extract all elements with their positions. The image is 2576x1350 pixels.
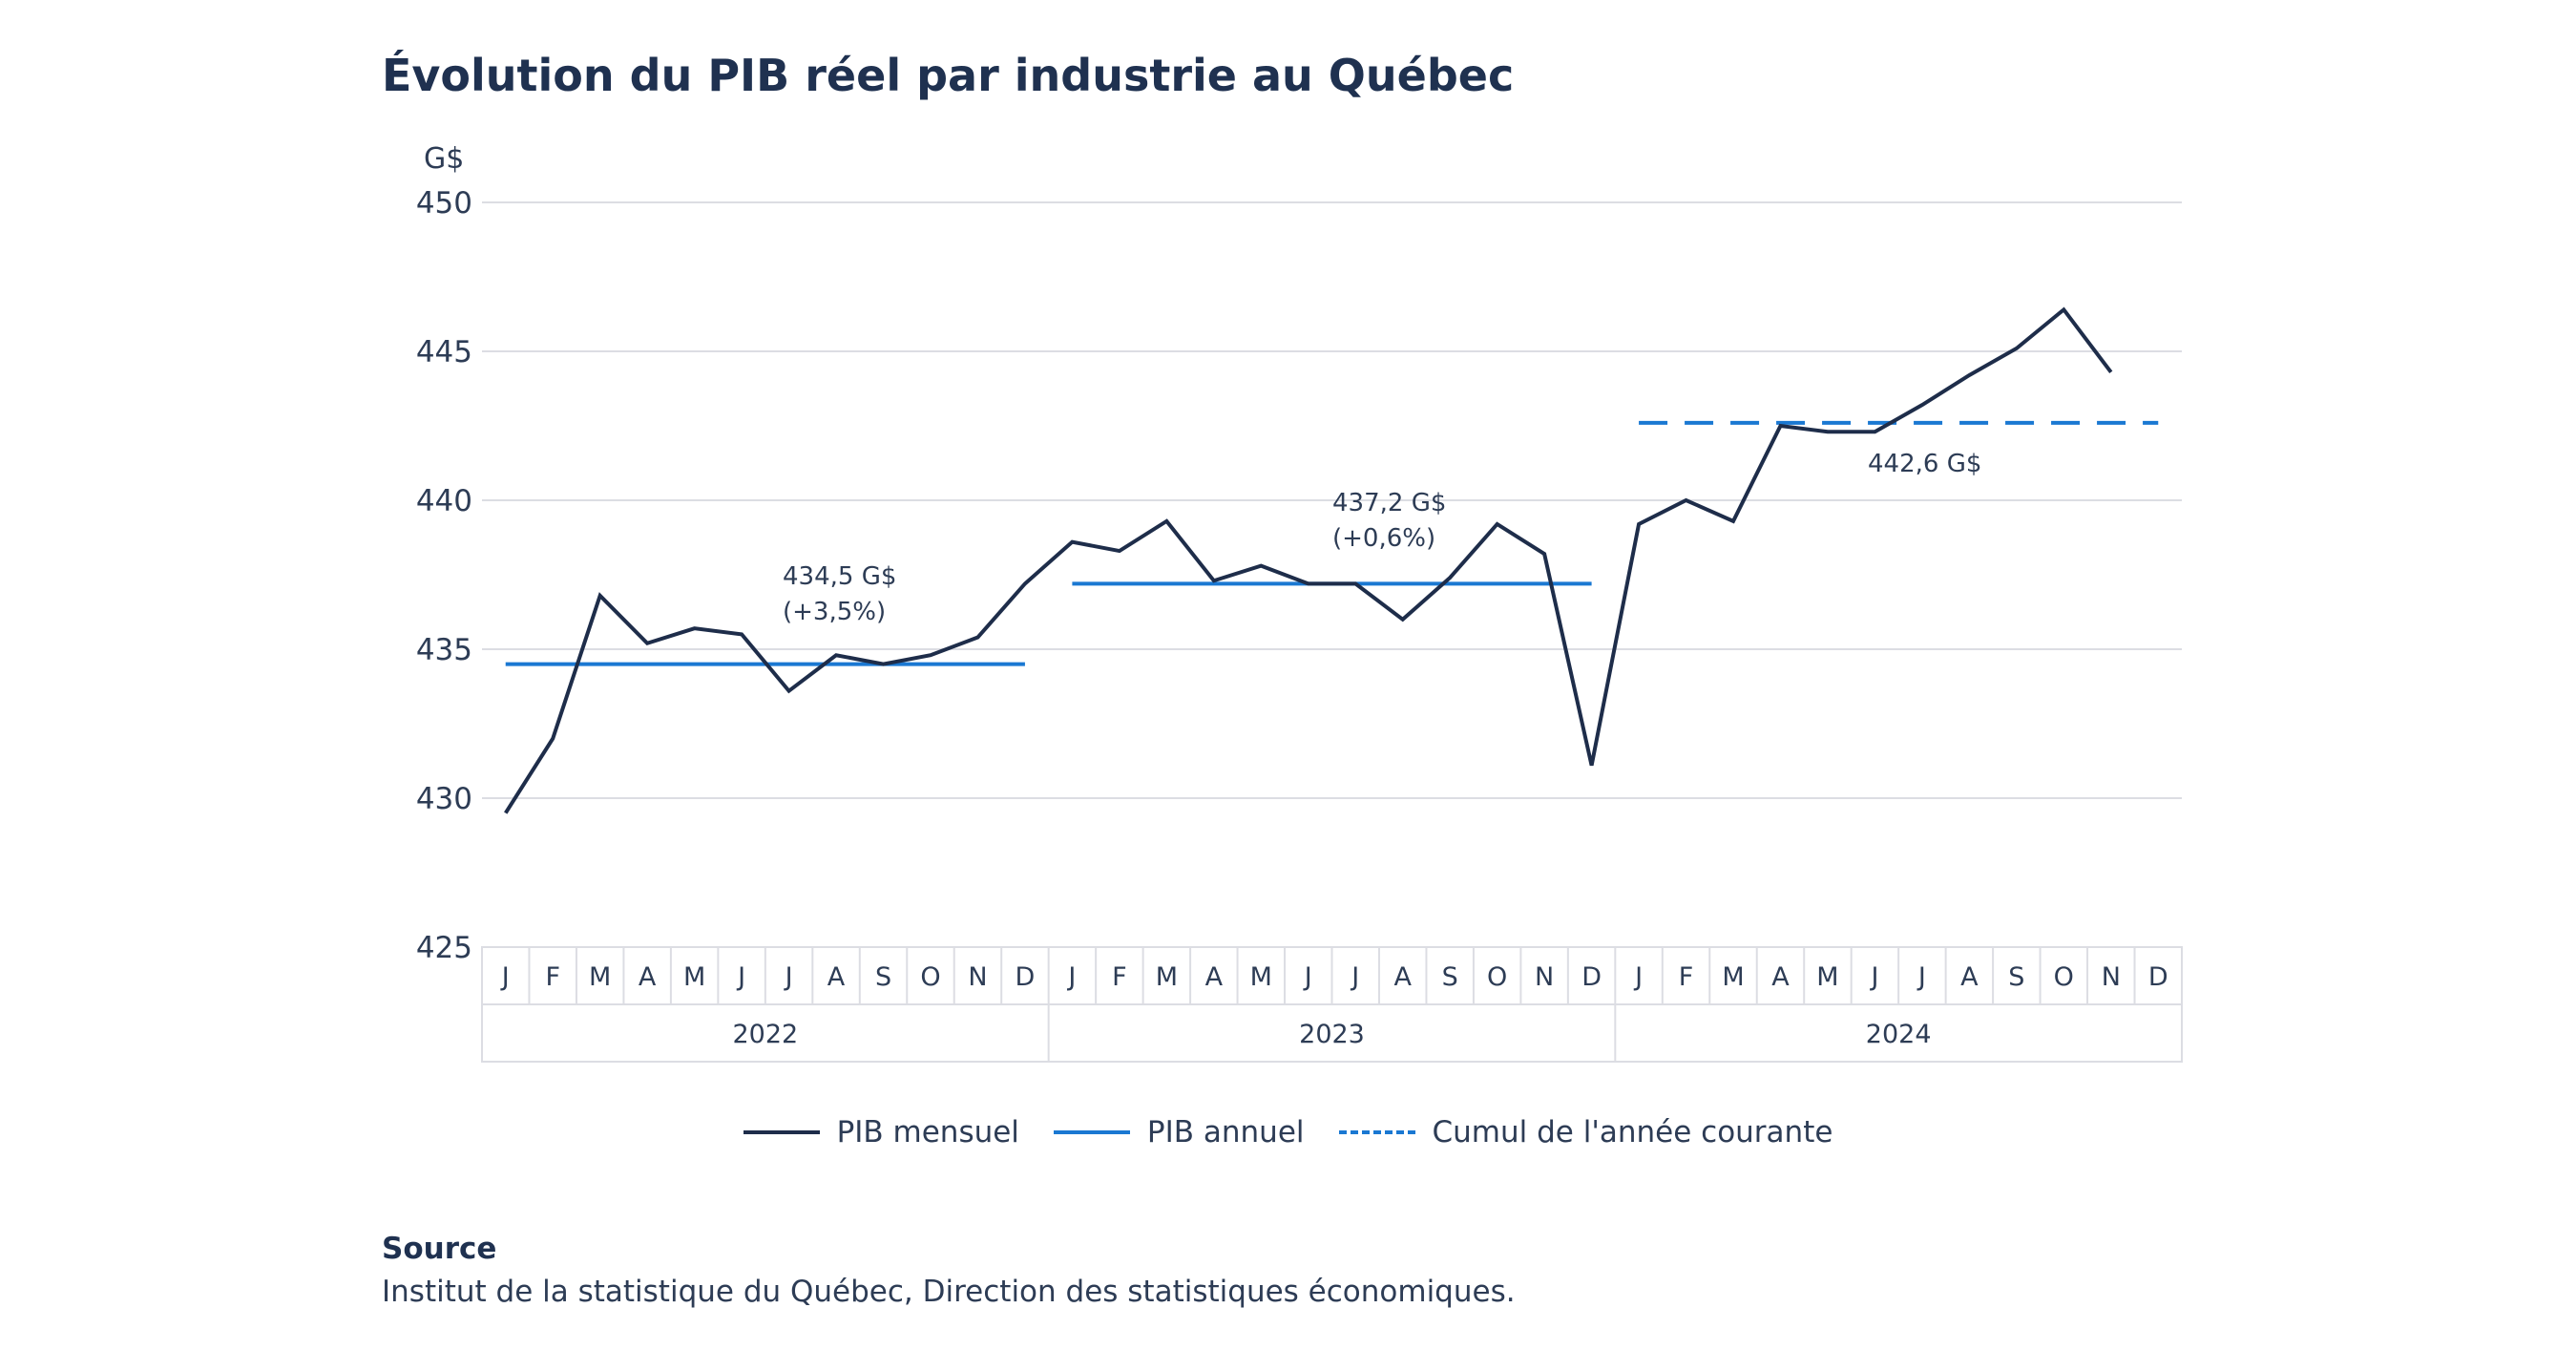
y-tick-label: 430 xyxy=(416,782,472,816)
x-tick-label: A xyxy=(1393,962,1412,992)
x-tick-label: S xyxy=(875,962,891,992)
x-tick-label: M xyxy=(1156,962,1178,992)
y-tick-label: 425 xyxy=(416,931,472,965)
monthly-gdp-line xyxy=(504,306,2113,814)
x-tick-label: D xyxy=(1581,962,1602,992)
legend-item[interactable]: PIB mensuel xyxy=(743,1115,1019,1150)
x-tick-label: O xyxy=(2054,962,2074,992)
x-tick-label: J xyxy=(1916,962,1926,992)
legend-item[interactable]: PIB annuel xyxy=(1053,1115,1305,1150)
y-axis-label: G$ xyxy=(424,142,464,176)
x-tick-label: F xyxy=(1679,962,1694,992)
x-tick-label: D xyxy=(2148,962,2168,992)
x-tick-label: O xyxy=(920,962,940,992)
x-tick-label: D xyxy=(1016,962,1036,992)
x-tick-label: M xyxy=(589,962,611,992)
legend: PIB mensuel PIB annuel Cumul de l'année co… xyxy=(0,1115,2576,1150)
x-tick-label: J xyxy=(736,962,745,992)
x-tick-label: O xyxy=(1487,962,1507,992)
legend-label: PIB annuel xyxy=(1146,1115,1305,1150)
year-label: 2023 xyxy=(1299,1020,1365,1049)
legend-swatch xyxy=(743,1130,820,1134)
x-tick-label: A xyxy=(639,962,657,992)
x-tick-label: A xyxy=(1960,962,1979,992)
source-label: Source xyxy=(382,1232,497,1266)
annotation-label: 434,5 G$ xyxy=(783,562,896,591)
chart-title: Évolution du PIB réel par industrie au Q… xyxy=(382,50,1515,101)
x-tick-label: J xyxy=(1869,962,1878,992)
legend-label: Cumul de l'année courante xyxy=(1432,1115,1833,1150)
legend-label: PIB mensuel xyxy=(836,1115,1019,1150)
x-tick-label: J xyxy=(1633,962,1643,992)
x-tick-label: J xyxy=(1066,962,1076,992)
y-tick-label: 435 xyxy=(416,633,472,667)
x-tick-label: N xyxy=(968,962,987,992)
x-tick-label: M xyxy=(683,962,705,992)
x-tick-label: N xyxy=(2102,962,2121,992)
x-tick-label: M xyxy=(1250,962,1272,992)
x-tick-label: S xyxy=(2008,962,2024,992)
y-tick-label: 445 xyxy=(416,335,472,369)
x-tick-label: J xyxy=(1303,962,1312,992)
x-tick-label: J xyxy=(784,962,793,992)
x-tick-label: M xyxy=(1722,962,1744,992)
annotation-label: (+3,5%) xyxy=(783,598,886,626)
y-tick-label: 450 xyxy=(416,186,472,221)
annotation-label: 437,2 G$ xyxy=(1332,489,1446,517)
x-tick-label: S xyxy=(1442,962,1458,992)
x-tick-label: J xyxy=(500,962,510,992)
source-text: Institut de la statistique du Québec, Di… xyxy=(382,1275,1516,1309)
x-tick-label: F xyxy=(1112,962,1127,992)
legend-item[interactable]: Cumul de l'année courante xyxy=(1338,1115,1833,1150)
x-tick-label: J xyxy=(1350,962,1359,992)
x-tick-label: A xyxy=(1771,962,1790,992)
year-label: 2024 xyxy=(1866,1020,1932,1049)
annotation-label: (+0,6%) xyxy=(1332,524,1435,553)
legend-swatch xyxy=(1338,1130,1415,1134)
x-tick-label: A xyxy=(1205,962,1224,992)
year-label: 2022 xyxy=(732,1020,798,1049)
legend-swatch xyxy=(1053,1130,1130,1134)
x-tick-label: A xyxy=(827,962,846,992)
x-tick-label: F xyxy=(545,962,560,992)
y-tick-label: 440 xyxy=(416,484,472,518)
x-tick-label: N xyxy=(1535,962,1554,992)
annotation-label: 442,6 G$ xyxy=(1868,450,1981,478)
x-tick-label: M xyxy=(1816,962,1838,992)
